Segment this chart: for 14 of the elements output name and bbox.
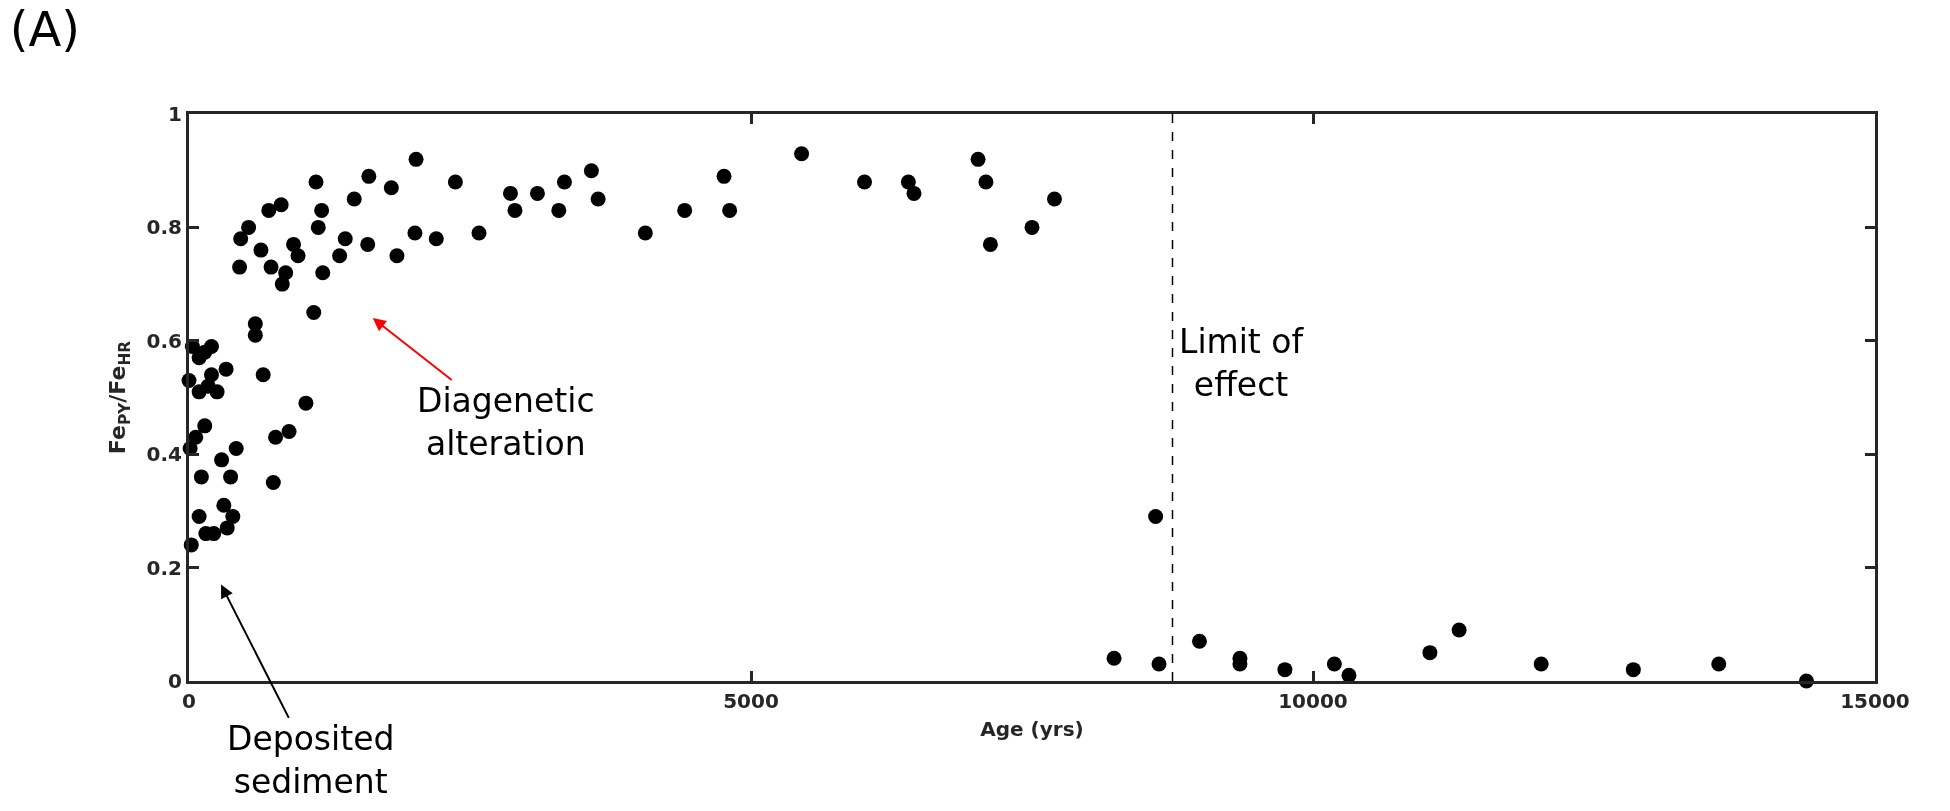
x-tick-label: 10000 (1278, 689, 1348, 713)
x-tick-label: 5000 (723, 689, 779, 713)
chart-title: (A) (9, 0, 81, 57)
x-axis-title: Age (yrs) (980, 716, 1084, 741)
y-tick-label: 0.8 (146, 215, 182, 240)
annotation: Diagenetic alteration (417, 381, 595, 463)
y-tick-label: 0.2 (146, 555, 182, 580)
text: Deposited sediment (227, 719, 395, 801)
y-tick-label: 0.6 (146, 328, 182, 353)
y-tick-label: 1 (168, 102, 182, 126)
ref-line-label: Limit of effect (1179, 322, 1305, 404)
y-tick-label: 0 (168, 669, 182, 693)
y-tick-label: 0.4 (146, 442, 182, 467)
x-tick-label: 15000 (1840, 689, 1910, 713)
